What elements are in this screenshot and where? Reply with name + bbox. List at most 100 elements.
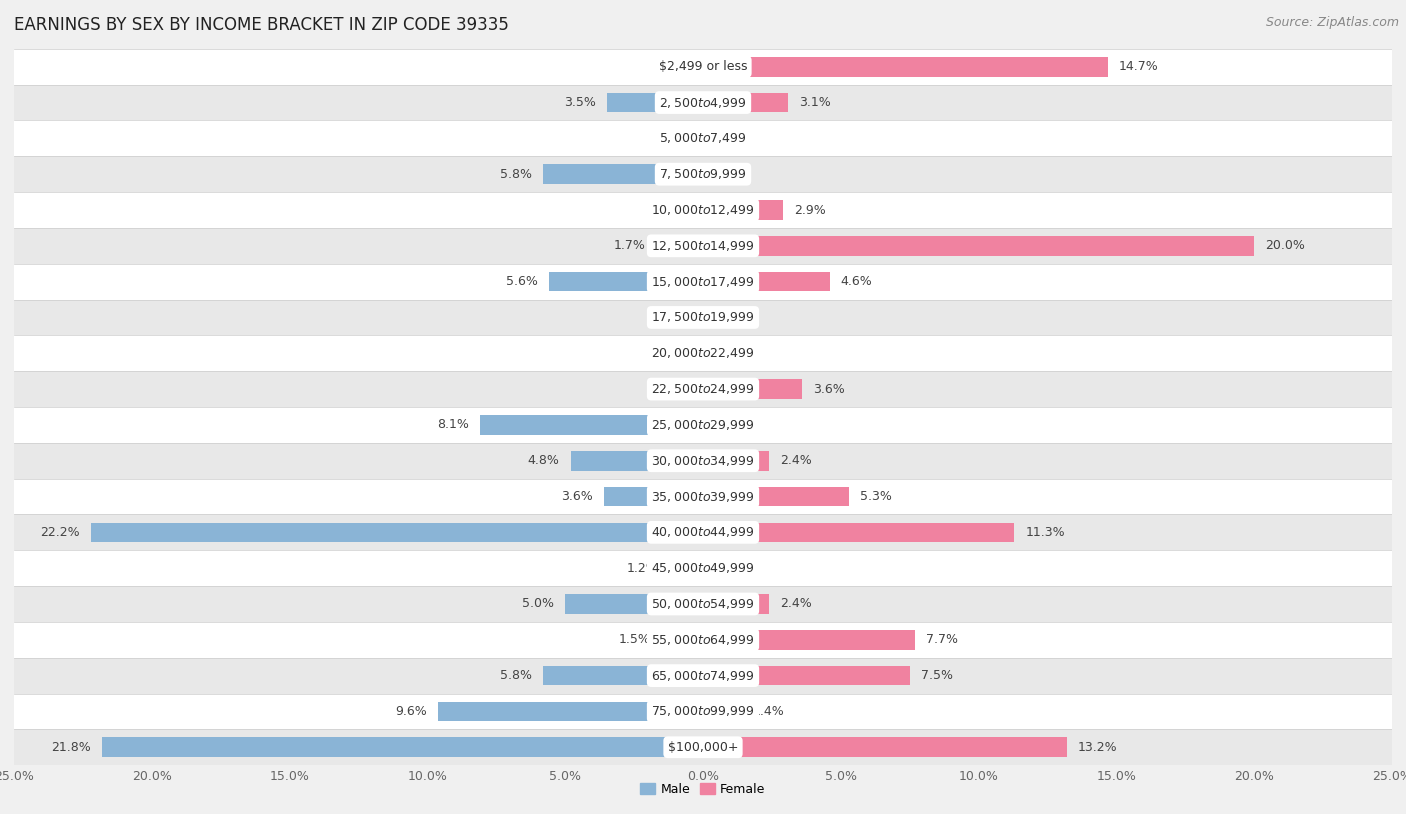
Text: 0.0%: 0.0% bbox=[659, 347, 692, 360]
Text: $55,000 to $64,999: $55,000 to $64,999 bbox=[651, 632, 755, 647]
Text: $20,000 to $22,499: $20,000 to $22,499 bbox=[651, 346, 755, 361]
Bar bbox=[703, 523, 1014, 542]
Text: 2.4%: 2.4% bbox=[780, 454, 811, 467]
Text: 0.0%: 0.0% bbox=[659, 204, 692, 217]
Text: $5,000 to $7,499: $5,000 to $7,499 bbox=[659, 131, 747, 146]
Text: $7,500 to $9,999: $7,500 to $9,999 bbox=[659, 167, 747, 182]
Text: $15,000 to $17,499: $15,000 to $17,499 bbox=[651, 274, 755, 289]
Bar bbox=[14, 586, 1392, 622]
Text: 22.2%: 22.2% bbox=[41, 526, 80, 539]
Text: 3.6%: 3.6% bbox=[813, 383, 845, 396]
Bar bbox=[14, 443, 1392, 479]
Text: $12,500 to $14,999: $12,500 to $14,999 bbox=[651, 239, 755, 253]
Text: $30,000 to $34,999: $30,000 to $34,999 bbox=[651, 453, 755, 468]
Bar bbox=[543, 666, 703, 685]
Text: $75,000 to $99,999: $75,000 to $99,999 bbox=[651, 704, 755, 719]
Bar bbox=[14, 49, 1392, 85]
Bar bbox=[548, 272, 703, 291]
Bar bbox=[703, 737, 1067, 757]
Bar bbox=[703, 57, 1108, 77]
Text: $25,000 to $29,999: $25,000 to $29,999 bbox=[651, 418, 755, 432]
Bar bbox=[703, 630, 915, 650]
Text: $22,500 to $24,999: $22,500 to $24,999 bbox=[651, 382, 755, 396]
Text: $17,500 to $19,999: $17,500 to $19,999 bbox=[651, 310, 755, 325]
Bar bbox=[103, 737, 703, 757]
Bar bbox=[439, 702, 703, 721]
Bar bbox=[14, 300, 1392, 335]
Bar bbox=[14, 120, 1392, 156]
Text: 3.5%: 3.5% bbox=[564, 96, 596, 109]
Bar bbox=[14, 550, 1392, 586]
Bar bbox=[565, 594, 703, 614]
Bar bbox=[703, 379, 803, 399]
Bar bbox=[14, 335, 1392, 371]
Text: 0.0%: 0.0% bbox=[714, 418, 747, 431]
Text: 20.0%: 20.0% bbox=[1265, 239, 1305, 252]
Text: 8.1%: 8.1% bbox=[437, 418, 468, 431]
Bar bbox=[669, 558, 703, 578]
Bar bbox=[14, 514, 1392, 550]
Bar bbox=[91, 523, 703, 542]
Text: 5.3%: 5.3% bbox=[860, 490, 891, 503]
Bar bbox=[703, 702, 741, 721]
Text: 5.8%: 5.8% bbox=[501, 669, 531, 682]
Text: 1.4%: 1.4% bbox=[752, 705, 785, 718]
Bar bbox=[606, 93, 703, 112]
Bar bbox=[703, 272, 830, 291]
Text: 0.0%: 0.0% bbox=[659, 132, 692, 145]
Bar bbox=[703, 451, 769, 470]
Text: 9.6%: 9.6% bbox=[395, 705, 427, 718]
Text: $2,499 or less: $2,499 or less bbox=[659, 60, 747, 73]
Text: 0.0%: 0.0% bbox=[659, 383, 692, 396]
Bar bbox=[543, 164, 703, 184]
Bar bbox=[479, 415, 703, 435]
Text: 5.8%: 5.8% bbox=[501, 168, 531, 181]
Bar bbox=[703, 236, 1254, 256]
Text: 1.2%: 1.2% bbox=[627, 562, 659, 575]
Text: 14.7%: 14.7% bbox=[1119, 60, 1159, 73]
Bar bbox=[703, 200, 783, 220]
Text: $35,000 to $39,999: $35,000 to $39,999 bbox=[651, 489, 755, 504]
Bar bbox=[14, 371, 1392, 407]
Text: 11.3%: 11.3% bbox=[1025, 526, 1066, 539]
Text: $50,000 to $54,999: $50,000 to $54,999 bbox=[651, 597, 755, 611]
Bar bbox=[662, 630, 703, 650]
Bar bbox=[703, 487, 849, 506]
Text: 13.2%: 13.2% bbox=[1078, 741, 1118, 754]
Bar bbox=[571, 451, 703, 470]
Text: 3.6%: 3.6% bbox=[561, 490, 593, 503]
Text: 0.0%: 0.0% bbox=[659, 311, 692, 324]
Text: 5.0%: 5.0% bbox=[522, 597, 554, 610]
Text: 0.0%: 0.0% bbox=[714, 168, 747, 181]
Legend: Male, Female: Male, Female bbox=[638, 781, 768, 799]
Bar bbox=[14, 85, 1392, 120]
Bar bbox=[14, 658, 1392, 694]
Text: 2.4%: 2.4% bbox=[780, 597, 811, 610]
Text: $2,500 to $4,999: $2,500 to $4,999 bbox=[659, 95, 747, 110]
Bar bbox=[14, 264, 1392, 300]
Bar bbox=[14, 156, 1392, 192]
Text: 1.7%: 1.7% bbox=[613, 239, 645, 252]
Bar bbox=[14, 479, 1392, 514]
Text: 0.0%: 0.0% bbox=[714, 347, 747, 360]
Bar bbox=[603, 487, 703, 506]
Text: 21.8%: 21.8% bbox=[52, 741, 91, 754]
Bar bbox=[703, 594, 769, 614]
Text: 3.1%: 3.1% bbox=[800, 96, 831, 109]
Text: 5.6%: 5.6% bbox=[506, 275, 537, 288]
Text: $10,000 to $12,499: $10,000 to $12,499 bbox=[651, 203, 755, 217]
Text: 7.7%: 7.7% bbox=[927, 633, 959, 646]
Text: $100,000+: $100,000+ bbox=[668, 741, 738, 754]
Bar bbox=[703, 666, 910, 685]
Text: 2.9%: 2.9% bbox=[794, 204, 825, 217]
Text: 0.0%: 0.0% bbox=[714, 132, 747, 145]
Text: 4.8%: 4.8% bbox=[527, 454, 560, 467]
Text: 0.0%: 0.0% bbox=[714, 311, 747, 324]
Text: $40,000 to $44,999: $40,000 to $44,999 bbox=[651, 525, 755, 540]
Text: Source: ZipAtlas.com: Source: ZipAtlas.com bbox=[1265, 16, 1399, 29]
Text: 7.5%: 7.5% bbox=[921, 669, 953, 682]
Text: 0.0%: 0.0% bbox=[659, 60, 692, 73]
Bar bbox=[14, 729, 1392, 765]
Text: 0.0%: 0.0% bbox=[714, 562, 747, 575]
Text: 1.5%: 1.5% bbox=[619, 633, 651, 646]
